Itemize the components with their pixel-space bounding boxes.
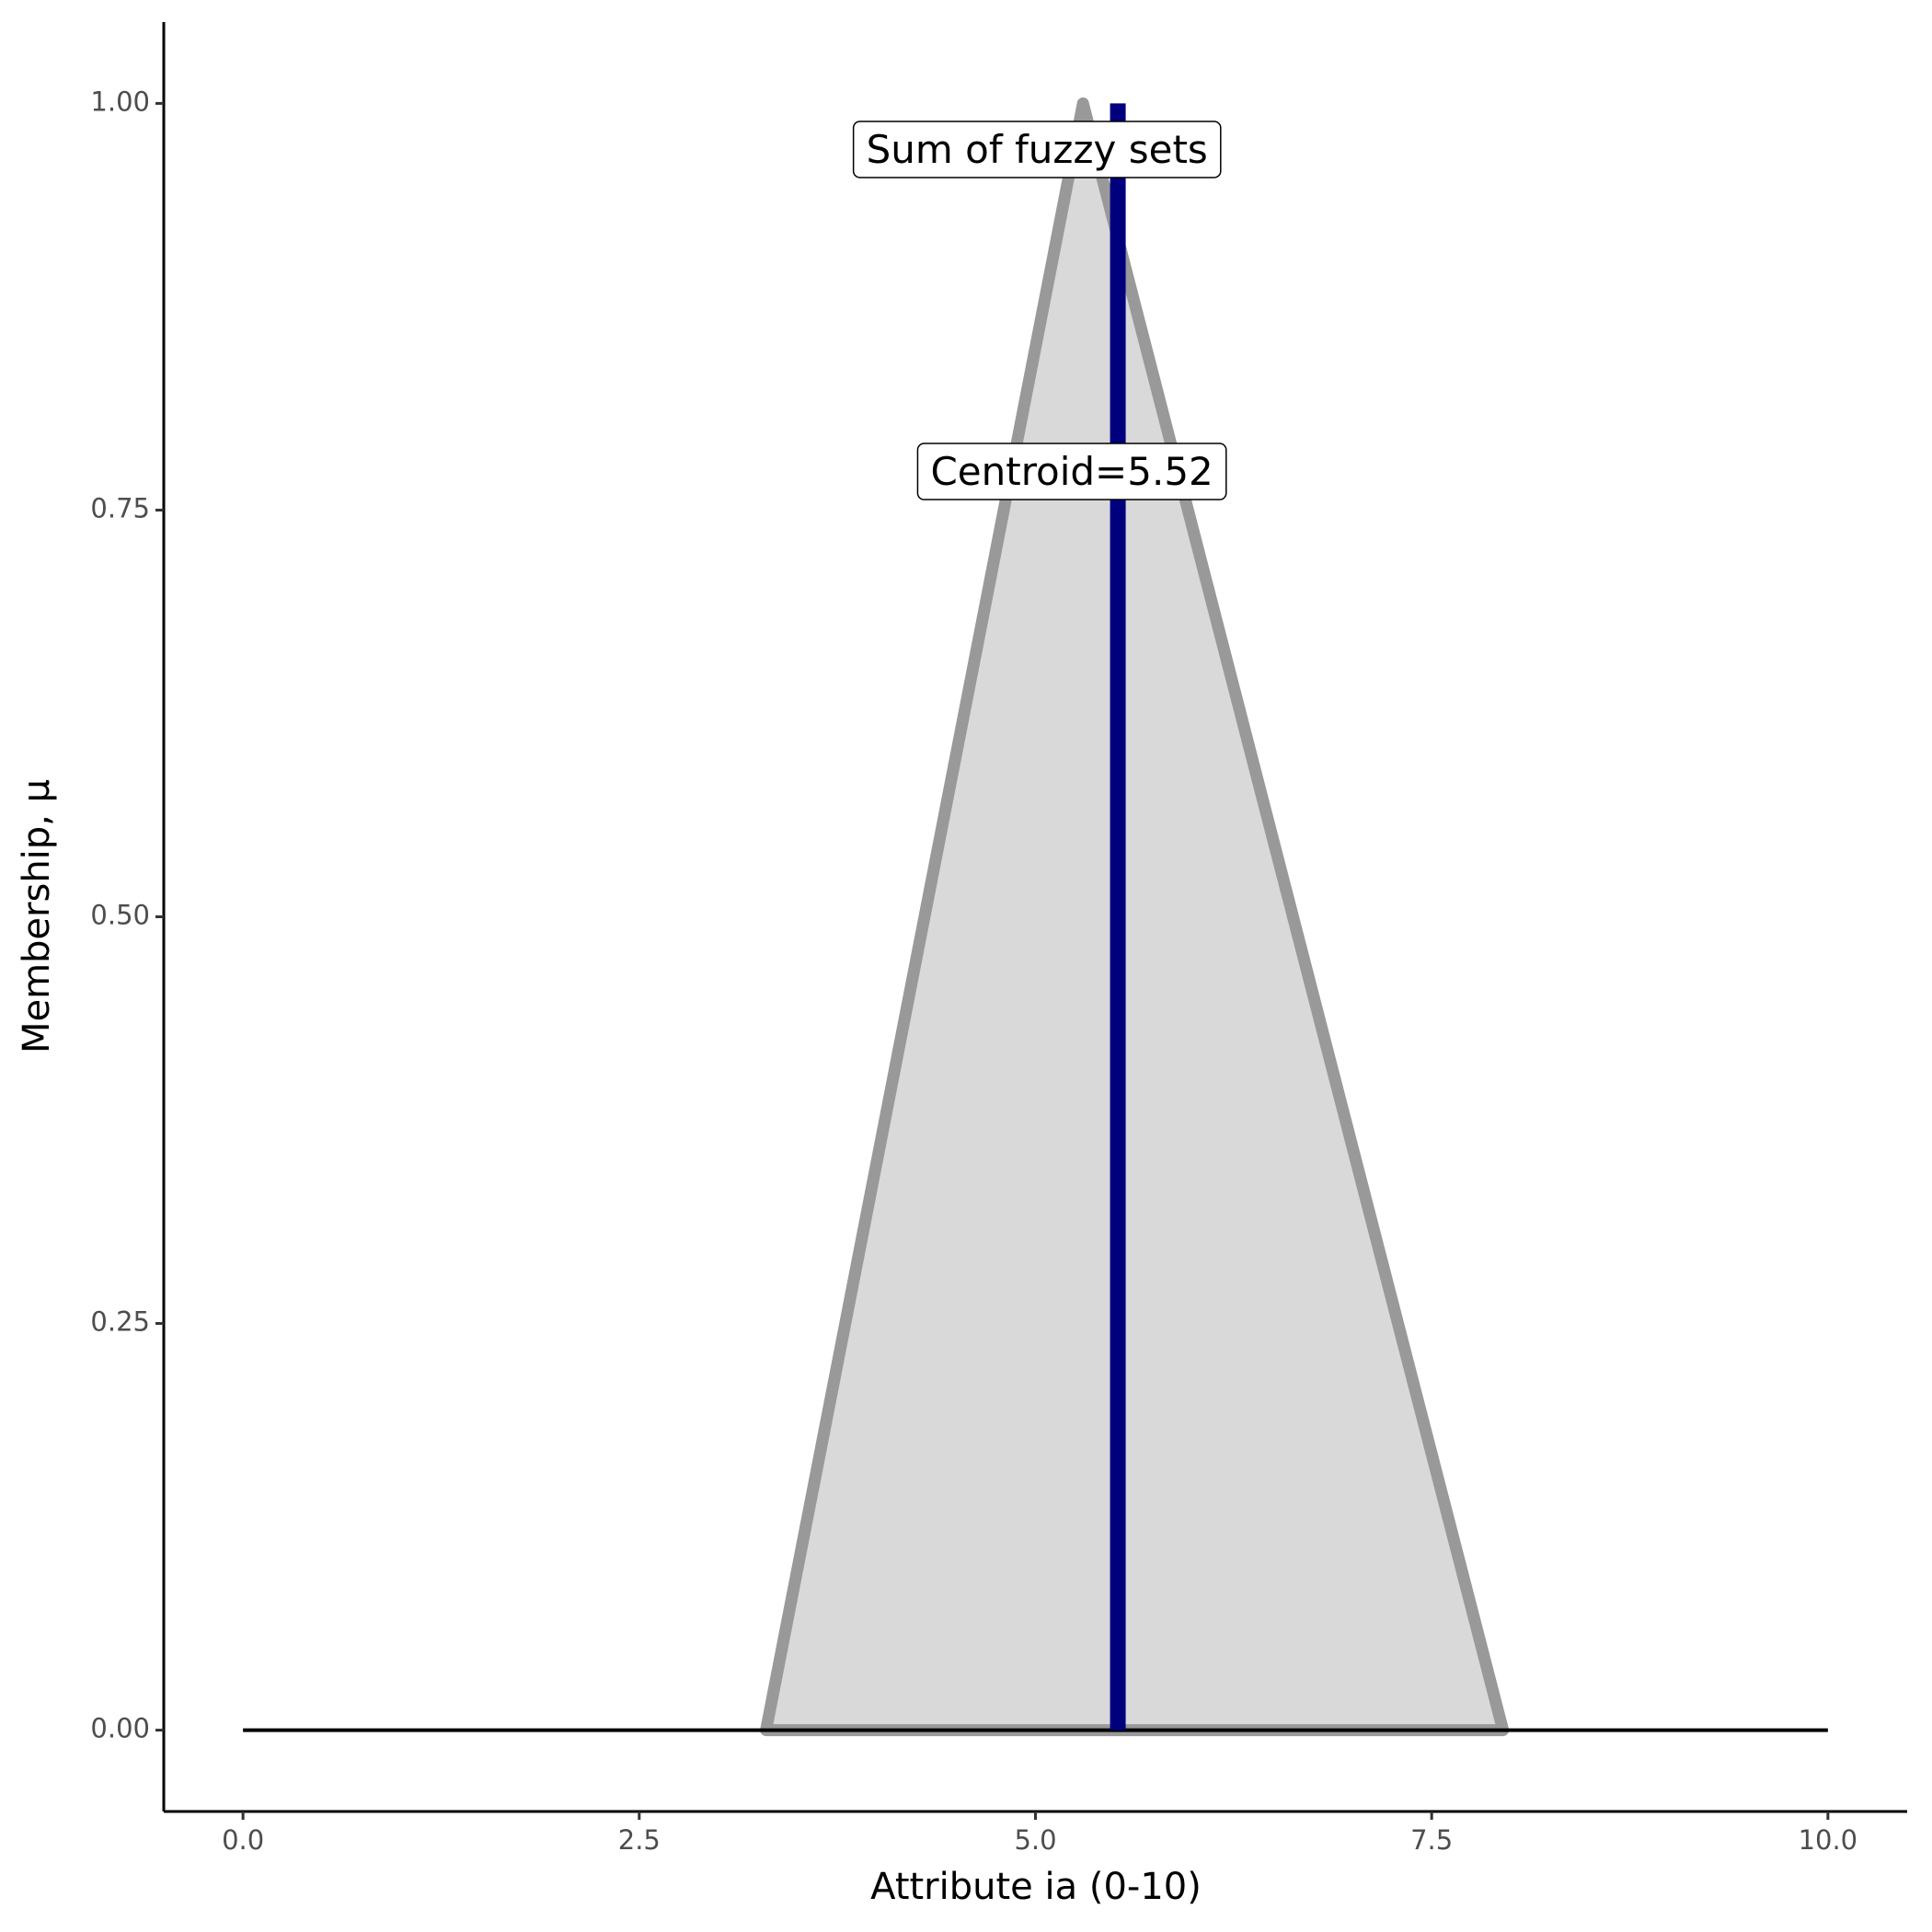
x-tick-label: 0.0 <box>222 1824 264 1856</box>
y-tick-label: 1.00 <box>90 86 150 117</box>
x-tick-label: 10.0 <box>1799 1824 1858 1856</box>
annotation-box <box>916 443 1227 500</box>
x-tick-label: 5.0 <box>1014 1824 1056 1856</box>
x-tick-label: 7.5 <box>1410 1824 1453 1856</box>
y-tick-label: 0.25 <box>90 1306 150 1338</box>
annotation: Centroid=5.52 <box>930 449 1213 494</box>
x-tick-label: 2.5 <box>618 1824 661 1856</box>
annotation: Sum of fuzzy sets <box>867 127 1208 172</box>
y-tick-label: 0.50 <box>90 900 150 931</box>
y-axis-title: Membership, μ <box>16 779 58 1053</box>
x-axis-title: Attribute ia (0-10) <box>870 1866 1202 1908</box>
y-tick-label: 0.00 <box>90 1713 150 1744</box>
annotation-box <box>852 121 1222 178</box>
y-tick-label: 0.75 <box>90 492 150 523</box>
